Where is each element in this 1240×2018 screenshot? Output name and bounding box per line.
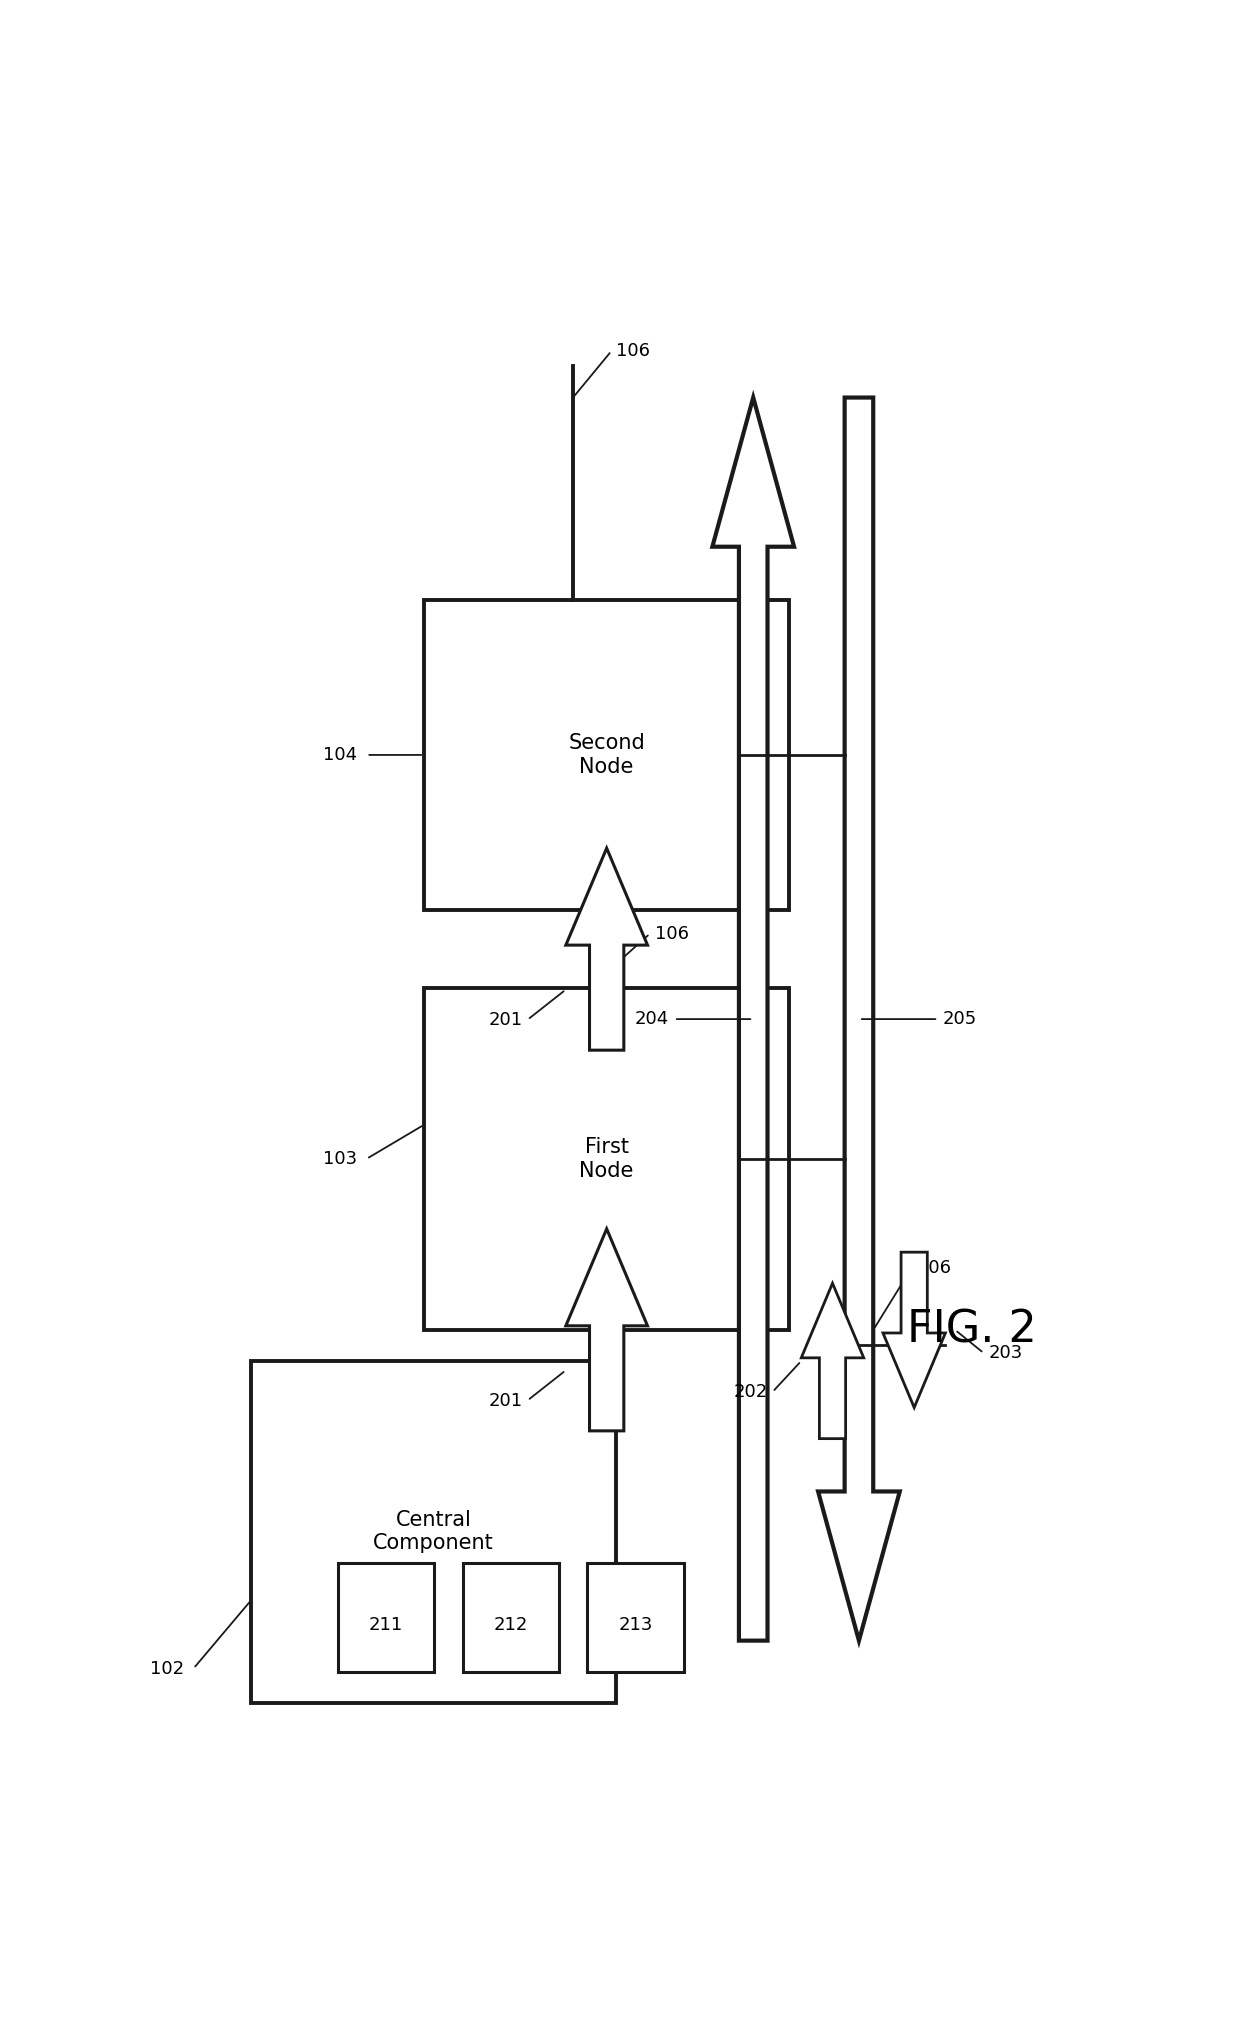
Bar: [588, 1562, 683, 1671]
Polygon shape: [818, 398, 900, 1641]
Text: 106: 106: [655, 924, 688, 942]
Text: 205: 205: [942, 1011, 977, 1027]
Text: 103: 103: [322, 1150, 357, 1168]
Bar: [424, 989, 789, 1330]
Polygon shape: [565, 848, 647, 1049]
Polygon shape: [565, 1229, 647, 1431]
Polygon shape: [801, 1283, 864, 1439]
Text: 106: 106: [616, 341, 650, 359]
Text: First
Node: First Node: [579, 1138, 634, 1181]
Text: 202: 202: [733, 1382, 768, 1400]
Text: Central
Component: Central Component: [373, 1509, 494, 1554]
Text: 213: 213: [619, 1616, 652, 1635]
Bar: [463, 1562, 558, 1671]
Polygon shape: [883, 1251, 945, 1409]
Text: 212: 212: [494, 1616, 528, 1635]
Text: 102: 102: [150, 1659, 184, 1677]
Text: 201: 201: [489, 1392, 522, 1409]
Bar: [337, 1562, 434, 1671]
Text: Second
Node: Second Node: [568, 733, 645, 777]
Text: 201: 201: [489, 1011, 522, 1029]
Text: 104: 104: [322, 747, 357, 765]
Text: 203: 203: [988, 1344, 1023, 1362]
Polygon shape: [712, 398, 794, 1641]
Text: FIG. 2: FIG. 2: [906, 1308, 1037, 1352]
Bar: [250, 1360, 616, 1703]
Text: 106: 106: [916, 1259, 951, 1277]
Text: 211: 211: [368, 1616, 403, 1635]
Bar: [424, 599, 789, 910]
Text: 204: 204: [635, 1011, 670, 1027]
